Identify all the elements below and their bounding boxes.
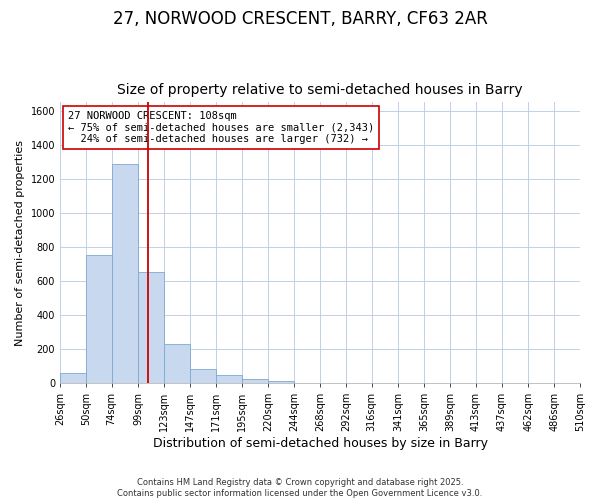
Bar (242, 379, 268, 383)
Text: 27, NORWOOD CRESCENT, BARRY, CF63 2AR: 27, NORWOOD CRESCENT, BARRY, CF63 2AR (113, 10, 487, 28)
Bar (190, 370, 216, 383)
Y-axis label: Number of semi-detached properties: Number of semi-detached properties (15, 140, 25, 346)
Bar (112, 164, 139, 383)
Text: Contains HM Land Registry data © Crown copyright and database right 2025.
Contai: Contains HM Land Registry data © Crown c… (118, 478, 482, 498)
Bar (86, 256, 112, 383)
Bar (216, 376, 242, 383)
Bar (60, 373, 86, 383)
Bar (164, 344, 190, 383)
Bar (139, 272, 164, 383)
X-axis label: Distribution of semi-detached houses by size in Barry: Distribution of semi-detached houses by … (152, 437, 488, 450)
Title: Size of property relative to semi-detached houses in Barry: Size of property relative to semi-detach… (117, 83, 523, 97)
Bar (268, 382, 294, 383)
Text: 27 NORWOOD CRESCENT: 108sqm
← 75% of semi-detached houses are smaller (2,343)
  : 27 NORWOOD CRESCENT: 108sqm ← 75% of sem… (68, 111, 374, 144)
